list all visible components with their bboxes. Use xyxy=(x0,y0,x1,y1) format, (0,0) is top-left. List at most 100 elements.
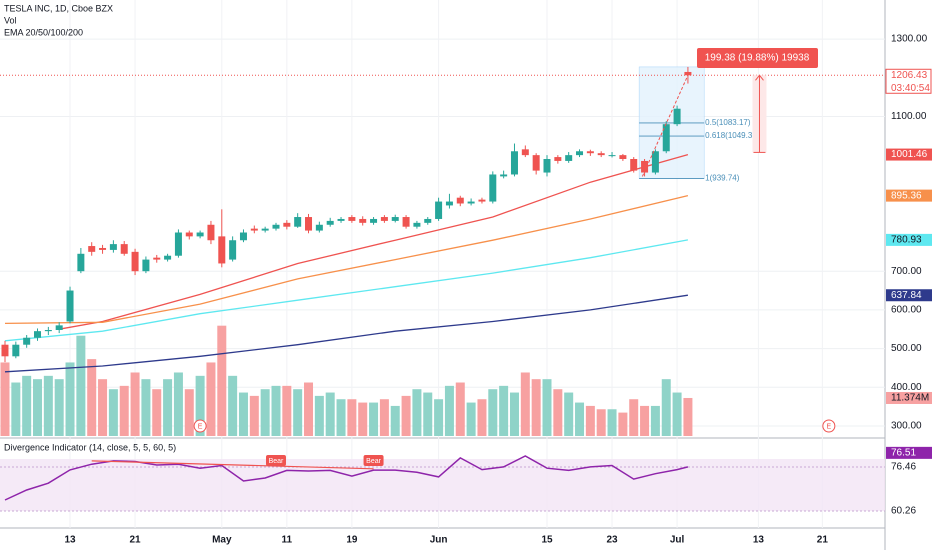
candle-body xyxy=(565,155,573,161)
candle-body xyxy=(66,290,74,322)
x-tick-label: Jul xyxy=(670,535,685,546)
volume-bar xyxy=(22,375,32,436)
candle-body xyxy=(348,217,356,221)
y-tick-label: 600.00 xyxy=(891,305,922,316)
last-price-label: 1206.43 xyxy=(891,70,928,81)
bear-label: Bear xyxy=(366,458,381,465)
last-price-outline xyxy=(885,68,932,94)
fib-label: 1(939.74) xyxy=(705,174,740,183)
volume-bar xyxy=(0,362,10,436)
candle-body xyxy=(380,217,388,221)
ema-value-label-box xyxy=(886,148,932,161)
candle-body xyxy=(283,222,291,227)
volume-bar xyxy=(195,375,205,436)
volume-bar xyxy=(173,372,183,436)
volume-bar xyxy=(76,335,86,436)
volume-bar xyxy=(444,385,454,436)
volume-bar xyxy=(228,375,238,436)
earnings-label: E xyxy=(198,423,203,430)
candle-body xyxy=(651,151,659,173)
indicator-tick-label: 76.46 xyxy=(891,462,916,473)
candle-body xyxy=(315,224,323,231)
volume-bar xyxy=(455,382,465,436)
volume-bar xyxy=(640,405,650,436)
candle-body xyxy=(229,240,237,260)
measure-label-box xyxy=(697,48,818,68)
x-tick-label: 13 xyxy=(753,535,765,546)
y-tick-label: 1100.00 xyxy=(891,111,927,122)
y-tick-label: 300.00 xyxy=(891,421,922,432)
volume-bar xyxy=(87,359,97,436)
candle-body xyxy=(326,220,334,225)
candle-body xyxy=(489,174,497,202)
candle-body xyxy=(250,228,258,231)
volume-bar xyxy=(217,325,227,436)
volume-bar xyxy=(531,379,541,436)
candle-body xyxy=(597,153,605,156)
volume-bar xyxy=(358,402,368,436)
ema-value-label: 780.93 xyxy=(891,235,922,246)
volume-bar xyxy=(683,397,693,436)
volume-bar xyxy=(130,372,140,436)
x-tick-label: 21 xyxy=(130,535,142,546)
candle-body xyxy=(684,71,692,76)
indicator-band xyxy=(0,459,885,511)
earnings-marker xyxy=(193,419,207,433)
volume-bar xyxy=(629,399,639,436)
earnings-label: E xyxy=(827,423,832,430)
candle-body xyxy=(673,108,681,125)
volume-title: Vol xyxy=(4,15,17,25)
candle-body xyxy=(305,217,313,231)
volume-bar xyxy=(206,362,216,436)
volume-bar xyxy=(401,395,411,436)
volume-value-label: 11.374M xyxy=(891,393,929,404)
candle-body xyxy=(510,151,518,175)
candle-body xyxy=(109,244,117,250)
x-tick-label: 15 xyxy=(541,535,553,546)
volume-bar xyxy=(238,392,248,436)
candle-body xyxy=(586,151,594,154)
volume-bar xyxy=(650,405,660,436)
indicator-title: Divergence Indicator (14, close, 5, 5, 6… xyxy=(4,442,176,452)
volume-bar xyxy=(509,392,519,436)
candle-body xyxy=(478,199,486,202)
candle-body xyxy=(294,217,302,227)
volume-bar xyxy=(542,379,552,436)
volume-bar xyxy=(390,405,400,436)
volume-bar xyxy=(33,379,43,436)
candle-body xyxy=(630,159,638,171)
volume-bar xyxy=(43,375,53,436)
candle-body xyxy=(402,217,410,227)
volume-bar xyxy=(553,389,563,436)
candle-body xyxy=(272,224,280,229)
volume-bar xyxy=(423,392,433,436)
ema-value-label: 637.84 xyxy=(891,290,922,301)
volume-bar xyxy=(434,399,444,436)
indicator-value-label: 76.51 xyxy=(891,448,916,459)
x-tick-label: 11 xyxy=(282,535,293,546)
volume-bar xyxy=(466,402,476,436)
candle-body xyxy=(207,224,215,241)
volume-bar xyxy=(163,379,173,436)
volume-bar xyxy=(184,389,194,436)
volume-bar xyxy=(661,379,671,436)
volume-bar xyxy=(282,385,292,436)
candle-body xyxy=(88,246,96,252)
volume-bar xyxy=(260,389,270,436)
volume-bar xyxy=(11,382,21,436)
volume-bar xyxy=(379,399,389,436)
ema-value-label: 895.36 xyxy=(891,190,922,201)
volume-bar xyxy=(325,392,335,436)
measure-trend xyxy=(641,75,689,177)
x-tick-label: 23 xyxy=(606,535,618,546)
volume-bar xyxy=(564,392,574,436)
volume-bar xyxy=(98,379,108,436)
ema-value-label: 1001.46 xyxy=(891,149,928,160)
candle-body xyxy=(543,159,551,173)
candle-body xyxy=(619,155,627,160)
y-tick-label: 400.00 xyxy=(891,382,922,393)
fib-label: 0.618(1049.32) xyxy=(705,131,760,140)
volume-value-label-box xyxy=(886,391,932,404)
candle-body xyxy=(521,149,529,156)
